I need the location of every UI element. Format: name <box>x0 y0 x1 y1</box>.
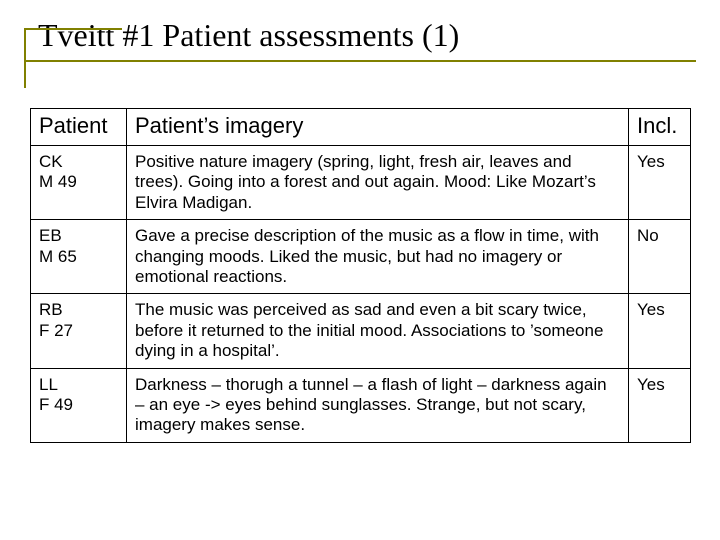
patient-id: RB <box>39 300 63 319</box>
table-row: CKM 49 Positive nature imagery (spring, … <box>31 146 691 220</box>
table-header-row: Patient Patient’s imagery Incl. <box>31 109 691 146</box>
table-row: EB M 65 Gave a precise description of the… <box>31 220 691 294</box>
title-rule-left <box>24 28 26 88</box>
table-row: RB F 27 The music was perceived as sad an… <box>31 294 691 368</box>
patient-demo: M 49 <box>39 172 77 191</box>
cell-imagery: The music was perceived as sad and even … <box>127 294 629 368</box>
cell-incl: Yes <box>629 368 691 442</box>
patient-demo: F 27 <box>39 321 73 340</box>
cell-imagery: Darkness – thorugh a tunnel – a flash of… <box>127 368 629 442</box>
col-header-patient: Patient <box>31 109 127 146</box>
assessment-table: Patient Patient’s imagery Incl. CKM 49 P… <box>30 108 691 443</box>
cell-incl: No <box>629 220 691 294</box>
title-rule-bottom <box>24 60 696 62</box>
patient-id: EB <box>39 226 62 245</box>
title-block: Tveitt #1 Patient assessments (1) <box>38 16 682 62</box>
cell-imagery: Gave a precise description of the music … <box>127 220 629 294</box>
cell-patient: CKM 49 <box>31 146 127 220</box>
title-rule-top <box>24 28 122 30</box>
cell-patient: LLF 49 <box>31 368 127 442</box>
patient-demo: M 65 <box>39 247 77 266</box>
cell-patient: RB F 27 <box>31 294 127 368</box>
cell-imagery: Positive nature imagery (spring, light, … <box>127 146 629 220</box>
table-row: LLF 49 Darkness – thorugh a tunnel – a f… <box>31 368 691 442</box>
page-title: Tveitt #1 Patient assessments (1) <box>38 16 682 54</box>
cell-patient: EB M 65 <box>31 220 127 294</box>
col-header-incl: Incl. <box>629 109 691 146</box>
slide: Tveitt #1 Patient assessments (1) Patien… <box>0 0 720 540</box>
patient-id: CK <box>39 152 63 171</box>
col-header-imagery: Patient’s imagery <box>127 109 629 146</box>
patient-id: LL <box>39 375 58 394</box>
cell-incl: Yes <box>629 294 691 368</box>
cell-incl: Yes <box>629 146 691 220</box>
patient-demo: F 49 <box>39 395 73 414</box>
